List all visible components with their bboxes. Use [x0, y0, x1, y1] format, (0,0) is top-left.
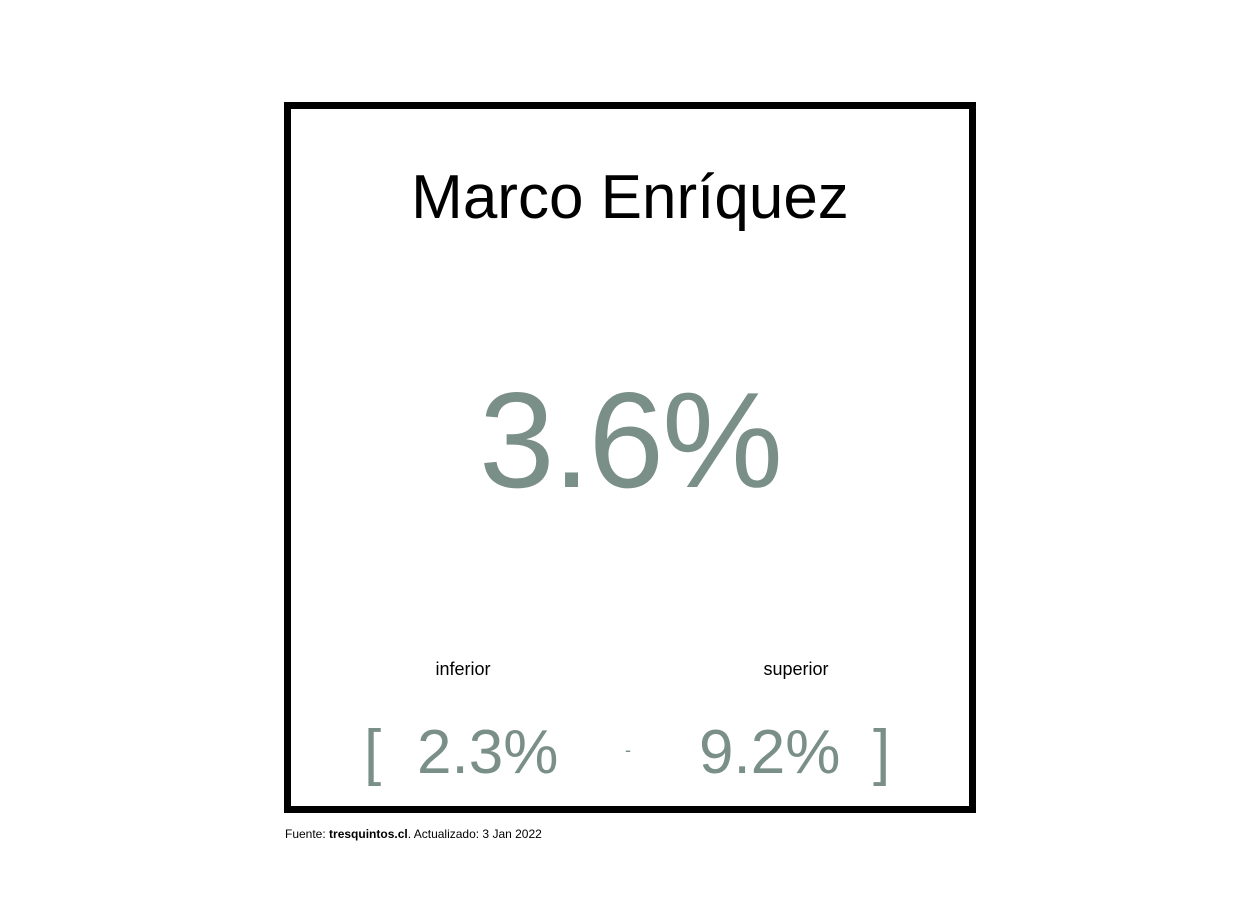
- interval-separator: -: [625, 740, 631, 760]
- footer-prefix: Fuente:: [285, 827, 330, 841]
- lower-bound-value: 2.3%: [417, 718, 559, 787]
- lower-bound-label: inferior: [435, 659, 491, 679]
- source-footer: Fuente: tresquintos.cl. Actualizado: 3 J…: [285, 826, 542, 842]
- upper-bound-value: 9.2%: [699, 718, 841, 787]
- footer-updated: . Actualizado: 3 Jan 2022: [407, 827, 542, 841]
- upper-bound-label: superior: [763, 659, 829, 679]
- main-estimate-value: 3.6%: [479, 364, 783, 516]
- interval-open-bracket: [: [364, 718, 382, 787]
- candidate-name: Marco Enríquez: [411, 163, 849, 232]
- estimate-card: [284, 102, 976, 813]
- footer-source-link[interactable]: tresquintos.cl: [329, 827, 408, 841]
- interval-close-bracket: ]: [873, 718, 891, 787]
